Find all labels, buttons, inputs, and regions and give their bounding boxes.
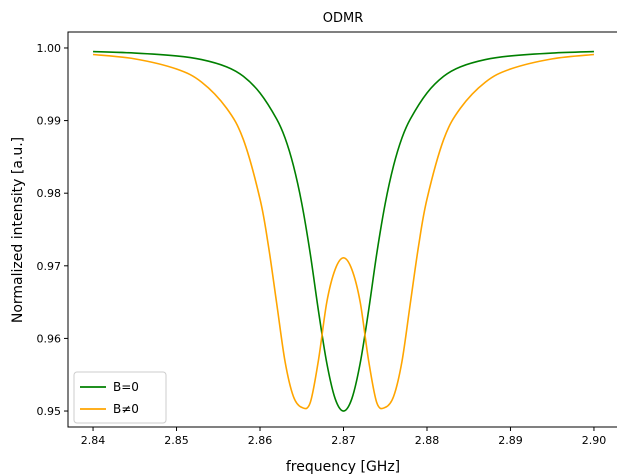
legend-label: B=0 (113, 380, 139, 394)
x-tick-label: 2.89 (498, 434, 523, 447)
y-tick-label: 1.00 (37, 42, 62, 55)
y-tick-label: 0.99 (37, 115, 62, 128)
y-tick-label: 0.98 (37, 187, 62, 200)
series-line-b-nonzero (92, 53, 595, 410)
legend: B=0 B≠0 (73, 371, 167, 424)
x-tick-label: 2.84 (81, 434, 106, 447)
x-tick-label: 2.87 (331, 434, 356, 447)
legend-label: B≠0 (113, 402, 139, 416)
series-line-b-zero (93, 50, 594, 412)
x-tick-label: 2.85 (164, 434, 189, 447)
x-axis: 2.84 2.85 2.86 2.87 2.88 2.89 2.90 (81, 427, 606, 447)
series-layer (92, 50, 595, 412)
y-axis: 0.95 0.96 0.97 0.98 0.99 1.00 (37, 42, 68, 418)
x-axis-label: frequency [GHz] (286, 459, 400, 475)
y-tick-label: 0.97 (37, 260, 62, 273)
y-tick-label: 0.95 (37, 405, 62, 418)
x-tick-label: 2.86 (248, 434, 273, 447)
legend-frame (73, 371, 167, 424)
chart-title: ODMR (323, 11, 364, 26)
y-axis-label: Normalized intensity [a.u.] (10, 137, 26, 323)
y-tick-label: 0.96 (37, 332, 62, 345)
x-tick-label: 2.88 (415, 434, 440, 447)
x-tick-label: 2.90 (582, 434, 607, 447)
